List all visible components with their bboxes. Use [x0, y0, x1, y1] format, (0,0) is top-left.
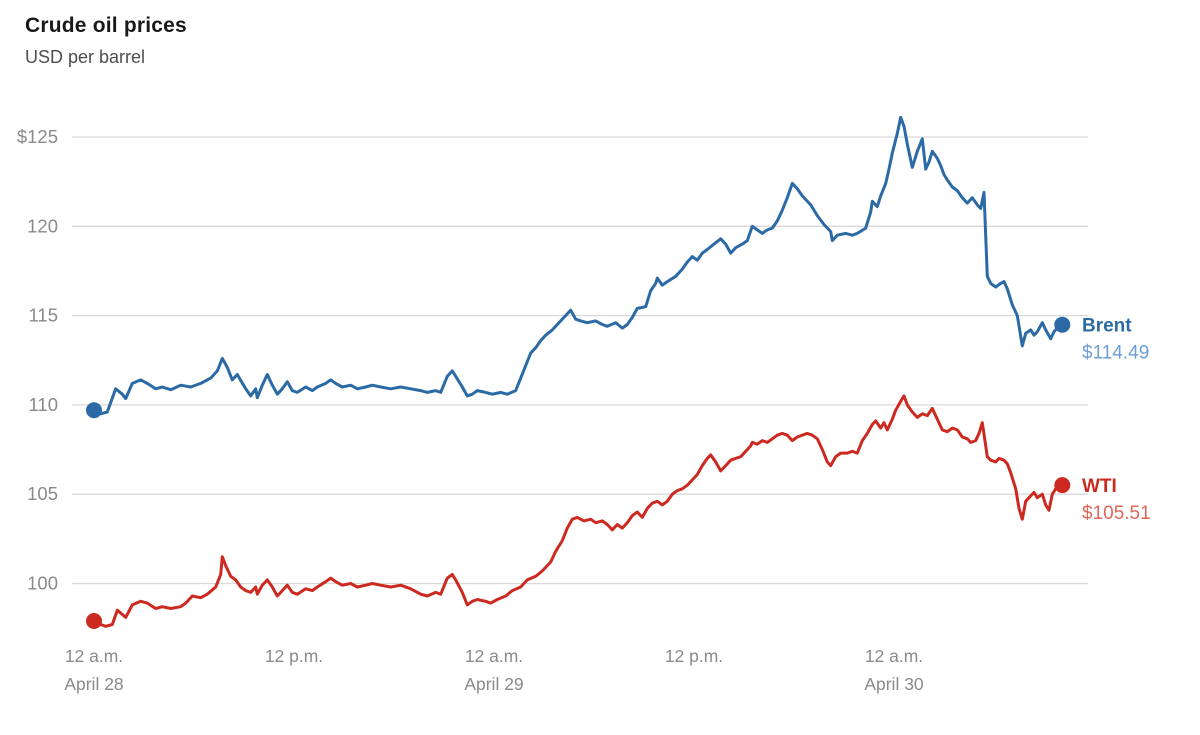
chart-title: Crude oil prices [25, 14, 187, 37]
x-axis-tick-time-label: 12 a.m. [865, 646, 923, 666]
y-axis-tick-label: 105 [27, 483, 58, 504]
brent-line [92, 115, 1064, 416]
brent-end-dot [1054, 316, 1071, 333]
brent-last-value-label: $114.49 [1082, 343, 1149, 364]
x-axis-tick-time-label: 12 p.m. [665, 646, 723, 666]
y-axis-tick-label: $125 [17, 126, 58, 147]
x-axis-tick-time-label: 12 a.m. [465, 646, 523, 666]
chart-header: Crude oil prices USD per barrel [25, 14, 187, 68]
y-axis-tick-label: 115 [29, 305, 59, 326]
x-axis-tick-date-label: April 29 [464, 674, 523, 694]
y-axis-tick-label: 120 [27, 215, 58, 236]
y-axis-tick-label: 110 [29, 394, 59, 415]
x-axis-tick-time-label: 12 p.m. [265, 646, 323, 666]
chart-subtitle: USD per barrel [25, 47, 146, 67]
x-axis-tick-date-label: April 28 [64, 674, 123, 694]
wti-end-dot [1054, 477, 1071, 494]
x-axis-tick-time-label: 12 a.m. [65, 646, 123, 666]
brent-start-dot [86, 402, 102, 419]
wti-line [92, 394, 1064, 628]
brent-series-label: Brent [1082, 316, 1132, 337]
wti-series-label: WTI [1082, 476, 1117, 497]
wti-last-value-label: $105.51 [1082, 503, 1151, 524]
wti-start-dot [86, 613, 102, 629]
x-axis-tick-date-label: April 30 [864, 674, 924, 694]
y-axis-tick-label: 100 [27, 573, 58, 594]
